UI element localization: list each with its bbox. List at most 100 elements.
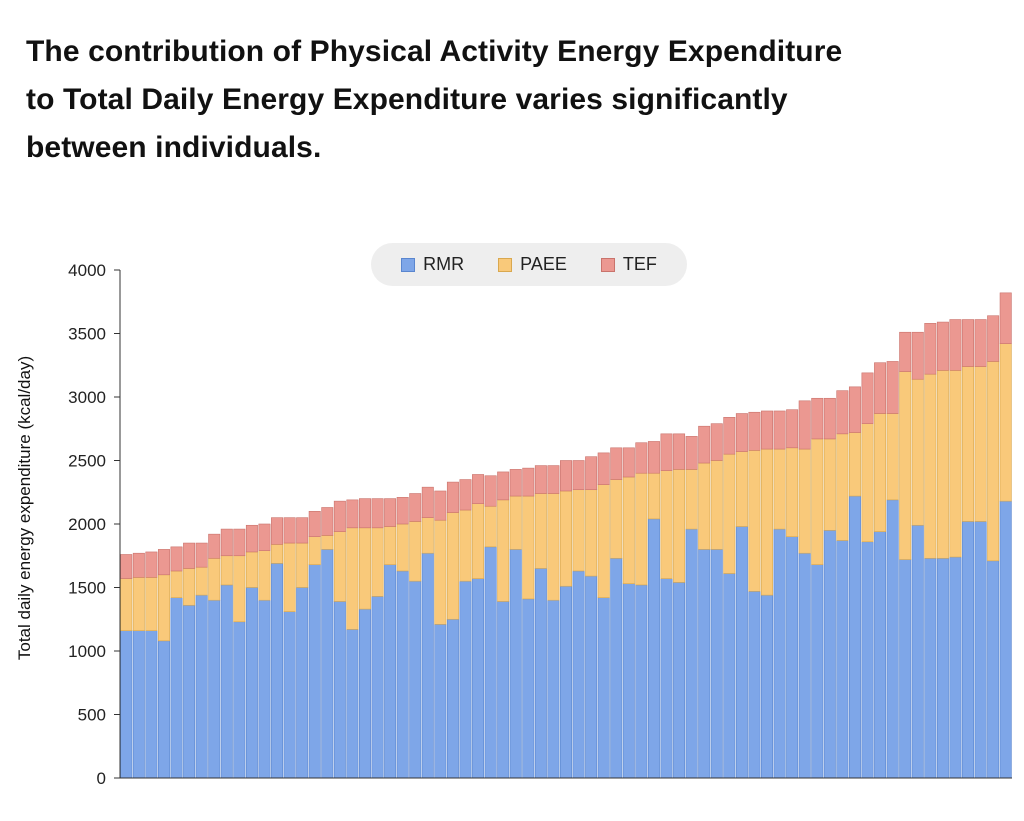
- bar-paee-61: [874, 413, 887, 532]
- bar-rmr-1: [120, 630, 133, 779]
- bar-paee-24: [409, 521, 422, 582]
- bar-tef-11: [245, 524, 258, 553]
- bar-paee-44: [660, 470, 673, 579]
- bar-paee-47: [698, 462, 711, 550]
- bar-tef-54: [786, 409, 799, 449]
- bar-rmr-41: [622, 583, 635, 779]
- bar-paee-11: [245, 551, 258, 588]
- bar-tef-23: [396, 497, 409, 525]
- bar-tef-68: [962, 319, 975, 367]
- bar-paee-57: [823, 438, 836, 531]
- bar-rmr-31: [497, 601, 510, 779]
- bar-paee-15: [296, 542, 309, 588]
- bar-tef-38: [585, 456, 598, 491]
- bar-paee-55: [798, 448, 811, 554]
- bar-paee-68: [962, 366, 975, 522]
- bar-paee-69: [974, 366, 987, 522]
- bar-paee-42: [635, 472, 648, 586]
- bar-rmr-61: [874, 531, 887, 779]
- bar-tef-21: [371, 498, 384, 529]
- bar-rmr-38: [585, 575, 598, 779]
- bar-rmr-3: [145, 630, 158, 779]
- bar-rmr-65: [924, 557, 937, 779]
- bar-paee-3: [145, 577, 158, 631]
- bar-tef-8: [208, 533, 221, 559]
- bar-paee-59: [848, 432, 861, 497]
- bar-paee-9: [220, 555, 233, 586]
- y-tick-label-1500: 1500: [68, 579, 106, 598]
- bar-tef-18: [333, 500, 346, 532]
- bar-paee-62: [886, 413, 899, 501]
- bar-paee-5: [170, 570, 183, 598]
- bar-rmr-16: [308, 564, 321, 779]
- bar-paee-12: [258, 550, 271, 601]
- bar-paee-25: [421, 517, 434, 554]
- y-tick-label-2000: 2000: [68, 515, 106, 534]
- bar-rmr-53: [773, 528, 786, 779]
- bar-tef-22: [384, 498, 397, 527]
- bar-rmr-71: [999, 500, 1012, 779]
- bar-tef-58: [836, 390, 849, 435]
- bar-tef-69: [974, 319, 987, 367]
- legend: RMR PAEE TEF: [371, 243, 687, 286]
- bar-paee-53: [773, 448, 786, 530]
- bar-paee-51: [748, 450, 761, 592]
- bar-rmr-25: [421, 552, 434, 779]
- bar-paee-18: [333, 531, 346, 602]
- bar-paee-29: [472, 503, 485, 579]
- bar-rmr-66: [936, 557, 949, 779]
- bar-tef-43: [647, 441, 660, 474]
- bar-rmr-51: [748, 591, 761, 779]
- legend-item-paee: PAEE: [498, 254, 567, 275]
- bar-rmr-24: [409, 580, 422, 779]
- bar-rmr-46: [685, 528, 698, 779]
- bar-tef-67: [949, 319, 962, 371]
- bar-tef-39: [597, 452, 610, 485]
- bar-tef-26: [434, 490, 447, 521]
- bar-paee-37: [572, 489, 585, 572]
- bar-rmr-37: [572, 570, 585, 779]
- bar-tef-4: [157, 549, 170, 576]
- bar-rmr-63: [899, 559, 912, 779]
- bar-paee-13: [271, 544, 284, 564]
- bar-rmr-28: [459, 580, 472, 779]
- bar-paee-45: [673, 469, 686, 583]
- bar-rmr-35: [547, 599, 560, 779]
- bar-paee-40: [610, 479, 623, 559]
- y-tick-label-3000: 3000: [68, 388, 106, 407]
- y-tick-label-3500: 3500: [68, 325, 106, 344]
- y-axis: 0 500 1000 1500 2000 2500 3000 3500 4000: [68, 261, 1012, 788]
- legend-swatch-paee: [498, 257, 513, 272]
- bar-rmr-43: [647, 518, 660, 779]
- bar-rmr-11: [245, 587, 258, 779]
- bar-rmr-32: [509, 549, 522, 779]
- bar-paee-27: [446, 512, 459, 620]
- bar-paee-1: [120, 578, 133, 631]
- bar-rmr-42: [635, 584, 648, 779]
- bar-tef-70: [987, 315, 1000, 362]
- bar-paee-23: [396, 523, 409, 572]
- bar-tef-27: [446, 481, 459, 513]
- bar-tef-60: [861, 372, 874, 424]
- bar-rmr-7: [195, 594, 208, 779]
- bar-rmr-10: [233, 621, 246, 779]
- bar-tef-62: [886, 361, 899, 414]
- bar-tef-71: [999, 292, 1012, 344]
- bar-rmr-12: [258, 599, 271, 779]
- bar-rmr-58: [836, 540, 849, 779]
- bar-tef-41: [622, 447, 635, 478]
- bar-tef-25: [421, 486, 434, 518]
- bar-paee-58: [836, 433, 849, 541]
- bar-tef-1: [120, 554, 133, 579]
- legend-item-rmr: RMR: [401, 254, 464, 275]
- bar-paee-8: [208, 557, 221, 601]
- bar-rmr-27: [446, 618, 459, 779]
- bar-paee-30: [484, 505, 497, 548]
- legend-label-paee: PAEE: [520, 254, 567, 274]
- bars-group: [120, 292, 1012, 779]
- bar-rmr-60: [861, 541, 874, 779]
- bar-rmr-9: [220, 584, 233, 779]
- bar-tef-59: [848, 386, 861, 433]
- bar-paee-36: [560, 490, 572, 587]
